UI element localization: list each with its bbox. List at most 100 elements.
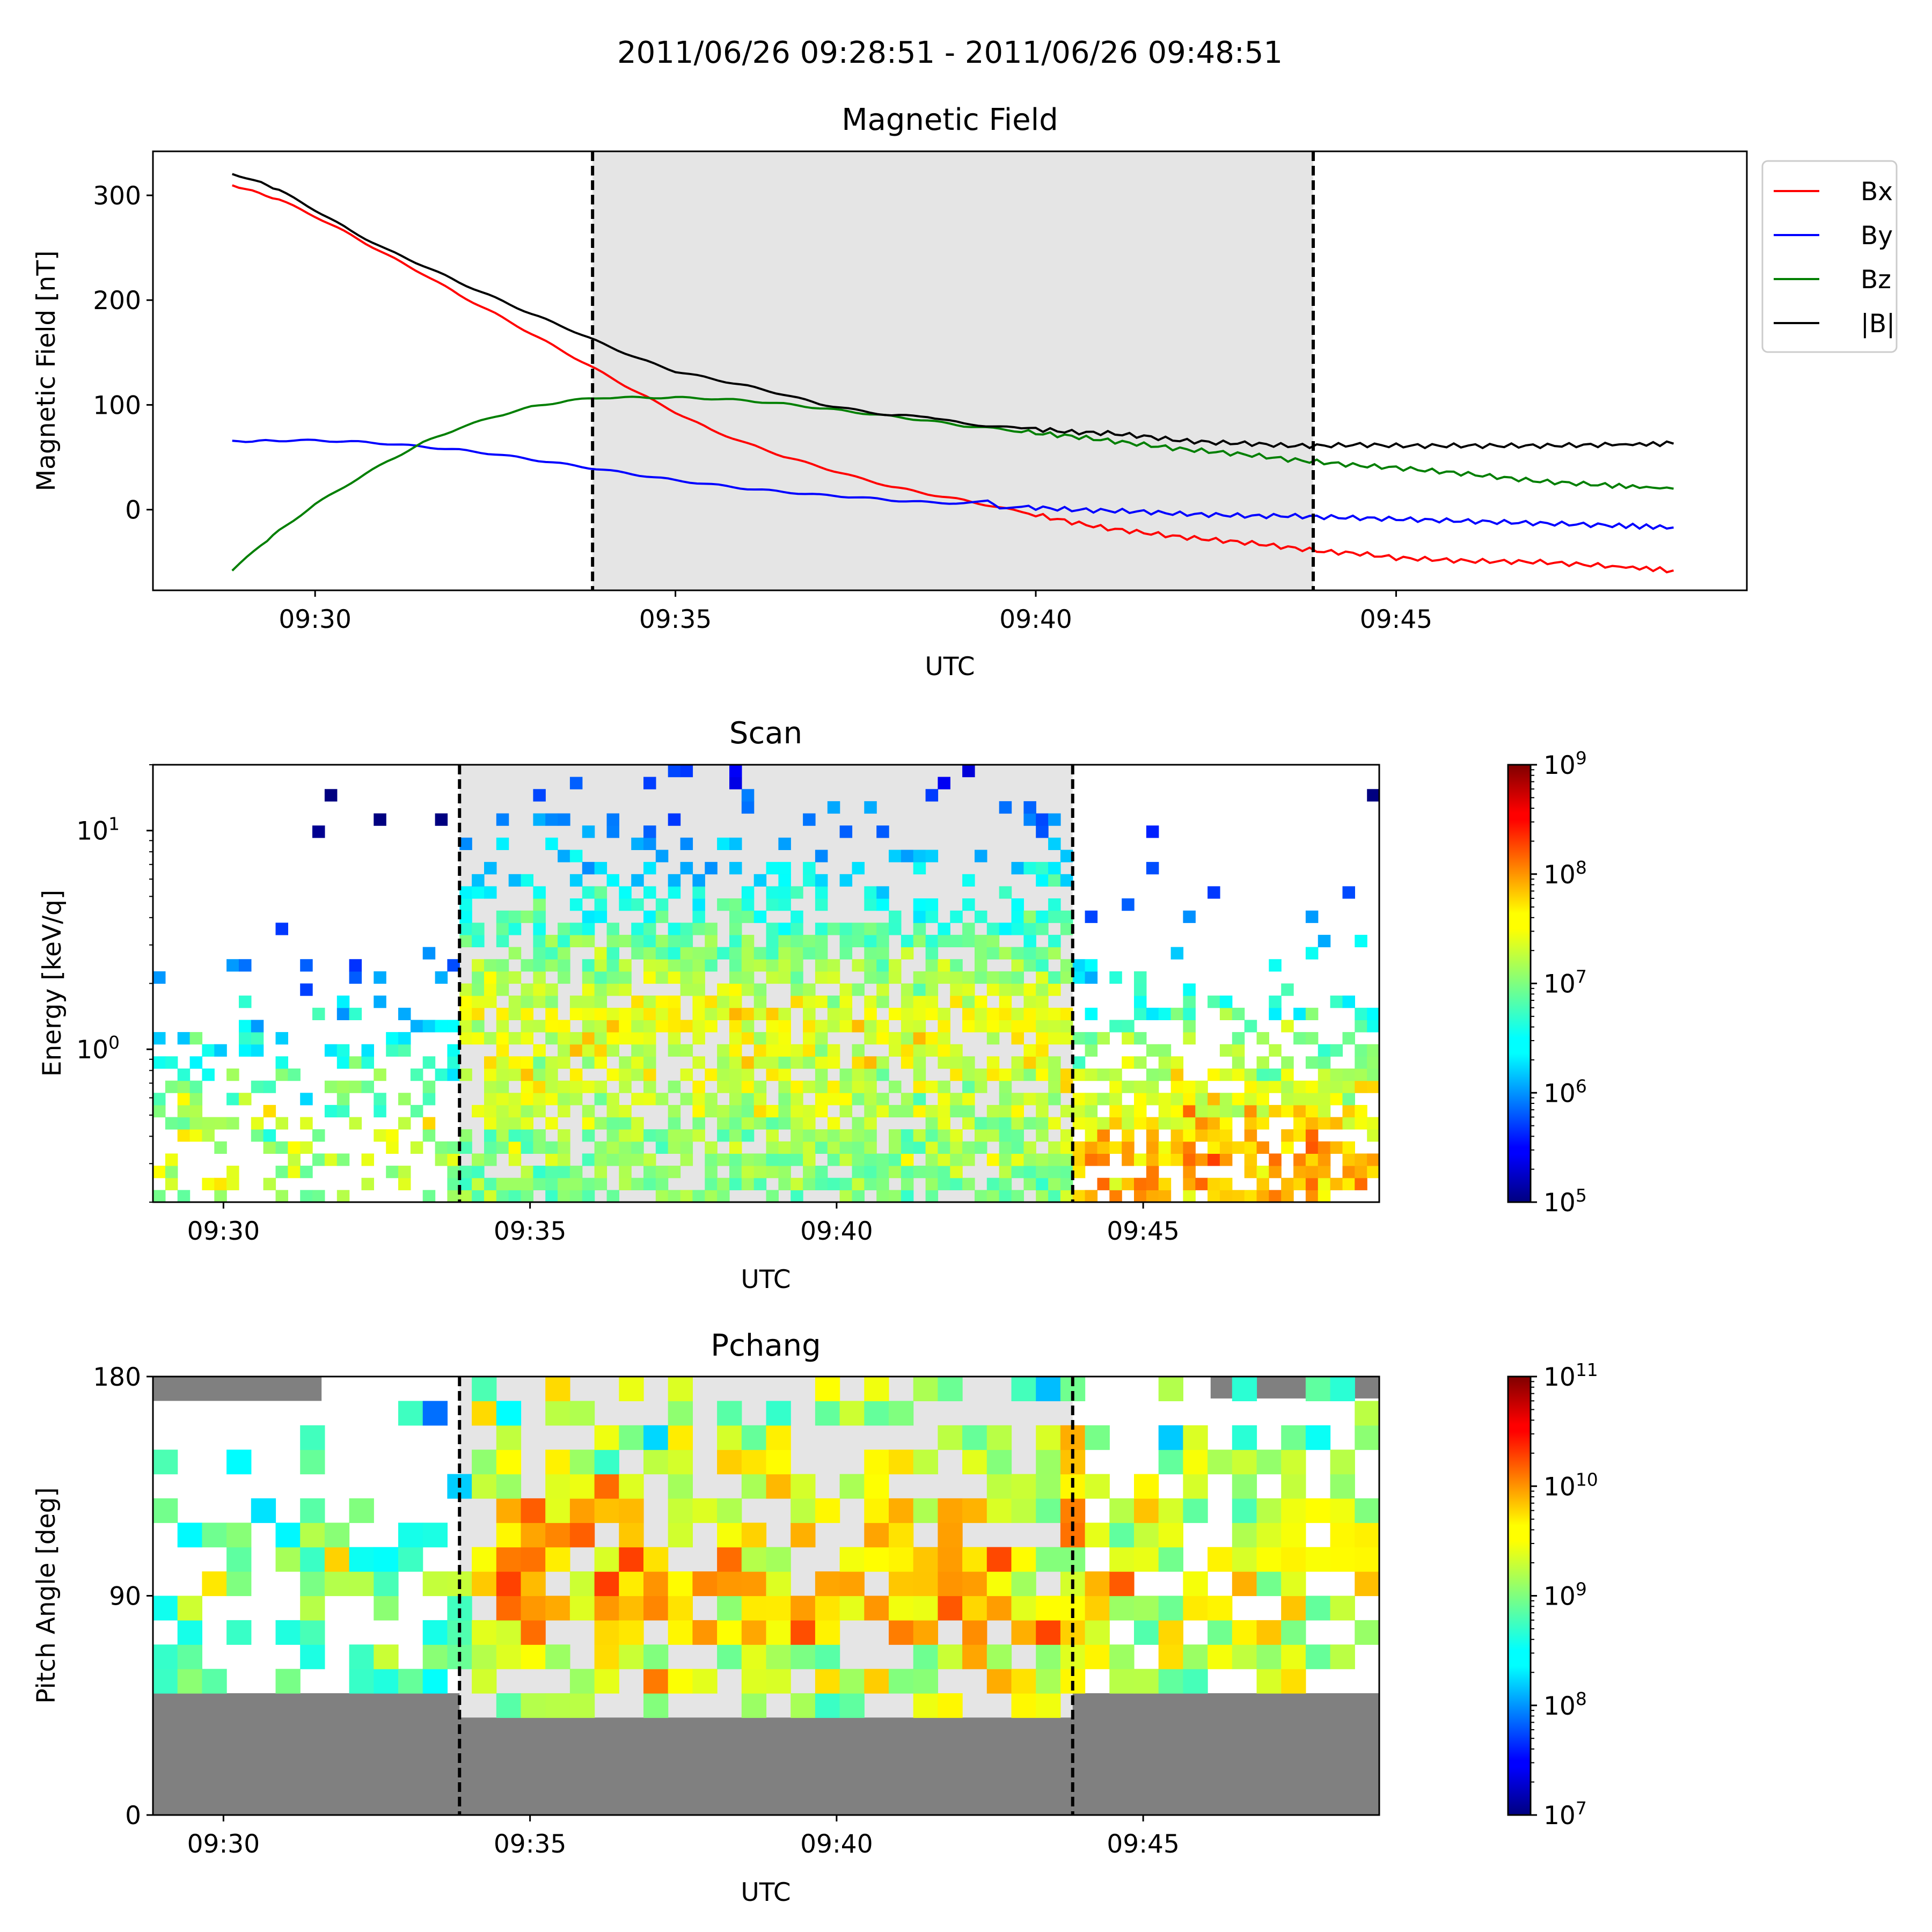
heatmap-cell xyxy=(300,1498,325,1523)
heatmap-cell xyxy=(594,1177,608,1190)
heatmap-cell xyxy=(631,934,644,948)
heatmap-cell xyxy=(999,1104,1012,1118)
x-tick-label: 09:30 xyxy=(187,1829,260,1859)
heatmap-cell xyxy=(496,934,509,948)
heatmap-cell xyxy=(741,1450,767,1475)
heatmap-cell xyxy=(925,1166,939,1179)
heatmap-cell xyxy=(815,1620,840,1645)
heatmap-cell xyxy=(999,1129,1012,1142)
heatmap-cell xyxy=(962,1596,987,1621)
heatmap-cell xyxy=(1256,1668,1282,1694)
heatmap-cell xyxy=(901,1020,914,1033)
legend-label: By xyxy=(1861,221,1893,251)
heatmap-cell xyxy=(889,1571,914,1597)
heatmap-cell xyxy=(1109,1020,1122,1033)
heatmap-cell xyxy=(925,959,939,972)
heatmap-cell xyxy=(925,1032,939,1045)
heatmap-cell xyxy=(594,1668,619,1694)
heatmap-cell xyxy=(778,837,791,850)
heatmap-cell xyxy=(1281,1644,1306,1670)
heatmap-cell xyxy=(374,1571,399,1597)
heatmap-cell xyxy=(569,1069,583,1081)
heatmap-cell xyxy=(901,1141,914,1154)
heatmap-cell xyxy=(925,1080,939,1093)
heatmap-cell xyxy=(1232,1190,1245,1202)
heatmap-cell xyxy=(582,1177,595,1190)
heatmap-cell xyxy=(226,1620,252,1645)
heatmap-cell xyxy=(1244,1104,1257,1118)
heatmap-cell xyxy=(435,1020,448,1033)
heatmap-cell xyxy=(766,971,779,984)
heatmap-cell xyxy=(741,1425,767,1450)
heatmap-cell xyxy=(1305,1190,1319,1202)
heatmap-cell xyxy=(619,1129,632,1142)
heatmap-cell xyxy=(631,923,644,935)
heatmap-cell xyxy=(374,1596,399,1621)
heatmap-cell xyxy=(558,1104,570,1118)
heatmap-cell xyxy=(558,1190,570,1202)
heatmap-cell xyxy=(422,1080,436,1093)
heatmap-cell xyxy=(1023,1056,1036,1069)
heatmap-cell xyxy=(1036,862,1049,875)
heatmap-cell xyxy=(1367,1069,1379,1081)
heatmap-cell xyxy=(300,983,313,996)
heatmap-cell xyxy=(1011,1129,1024,1142)
heatmap-cell xyxy=(1219,1093,1233,1106)
heatmap-cell xyxy=(1109,1069,1122,1081)
heatmap-cell xyxy=(484,1104,497,1118)
heatmap-cell xyxy=(1060,1080,1073,1093)
heatmap-cell xyxy=(680,765,693,778)
heatmap-cell xyxy=(422,1668,448,1694)
scan-colorbar-gradient xyxy=(1507,764,1532,1203)
heatmap-cell xyxy=(999,1093,1012,1106)
heatmap-cell xyxy=(496,1620,522,1645)
heatmap-cell xyxy=(251,1044,264,1057)
heatmap-cell xyxy=(324,789,338,802)
heatmap-cell xyxy=(472,1032,485,1045)
heatmap-cell xyxy=(533,934,546,948)
heatmap-cell xyxy=(1011,1032,1024,1045)
heatmap-cell xyxy=(533,1080,546,1093)
heatmap-cell xyxy=(569,850,583,862)
heatmap-cell xyxy=(643,777,656,789)
heatmap-cell xyxy=(533,947,546,960)
heatmap-cell xyxy=(558,1166,570,1179)
heatmap-cell xyxy=(472,1644,497,1670)
heatmap-cell xyxy=(864,971,877,984)
heatmap-cell xyxy=(1342,1153,1355,1166)
heatmap-cell xyxy=(741,1104,755,1118)
heatmap-cell xyxy=(864,1668,889,1694)
legend-label: |B| xyxy=(1861,309,1895,339)
heatmap-cell xyxy=(1183,1104,1196,1118)
heatmap-cell xyxy=(791,1644,816,1670)
heatmap-cell xyxy=(1330,1523,1355,1548)
heatmap-cell xyxy=(606,947,619,960)
heatmap-cell xyxy=(594,1056,608,1069)
heatmap-cell xyxy=(1330,1644,1355,1670)
heatmap-cell xyxy=(1256,1141,1269,1154)
heatmap-cell xyxy=(938,1498,963,1523)
heatmap-cell xyxy=(839,1020,853,1033)
heatmap-cell xyxy=(705,1141,718,1154)
heatmap-cell xyxy=(643,1644,669,1670)
heatmap-cell xyxy=(521,1693,546,1718)
heatmap-cell xyxy=(1244,1153,1257,1166)
heatmap-cell xyxy=(410,1104,423,1118)
heatmap-cell xyxy=(741,934,755,948)
heatmap-cell xyxy=(815,1129,828,1142)
heatmap-cell xyxy=(729,1166,742,1179)
heatmap-cell xyxy=(521,874,533,887)
heatmap-cell xyxy=(226,1069,239,1081)
heatmap-cell xyxy=(484,862,497,875)
heatmap-cell xyxy=(999,947,1012,960)
heatmap-cell xyxy=(962,996,975,1008)
heatmap-cell xyxy=(239,1044,252,1057)
heatmap-cell xyxy=(668,1080,681,1093)
heatmap-cell xyxy=(1158,1093,1172,1106)
heatmap-cell xyxy=(680,1044,693,1057)
heatmap-cell xyxy=(1342,1166,1355,1179)
heatmap-cell xyxy=(422,1620,448,1645)
heatmap-cell xyxy=(766,1117,779,1130)
